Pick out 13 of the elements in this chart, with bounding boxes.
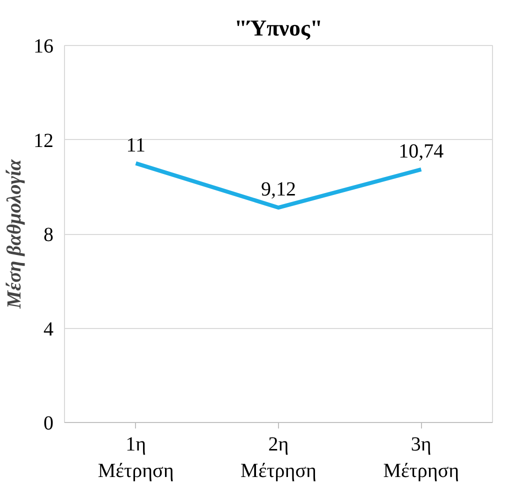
y-tick-label: 4: [44, 318, 54, 340]
data-label: 11: [126, 134, 146, 156]
data-label: 10,74: [398, 140, 444, 162]
y-tick-label: 16: [34, 36, 54, 58]
y-tick-label: 12: [34, 130, 54, 152]
x-tick-label: 2η Μέτρηση: [240, 434, 316, 482]
chart-title: "Ύπνος": [234, 16, 323, 40]
y-axis-title: Μέση βαθμολογία: [4, 158, 26, 310]
x-tick-label: 3η Μέτρηση: [383, 434, 460, 482]
x-tick-label: 1η Μέτρηση: [98, 434, 174, 482]
y-tick-label: 0: [44, 412, 54, 434]
y-tick-label: 8: [44, 224, 54, 246]
data-label: 9,12: [261, 178, 296, 201]
